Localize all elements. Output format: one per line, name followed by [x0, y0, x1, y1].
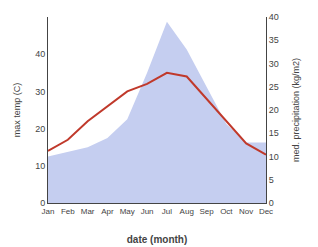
svg-text:20: 20 — [35, 124, 45, 134]
svg-text:med. precipitation (kg/m2): med. precipitation (kg/m2) — [291, 58, 301, 162]
svg-text:Apr: Apr — [101, 207, 114, 216]
svg-text:max temp (C): max temp (C) — [12, 83, 22, 138]
svg-text:25: 25 — [269, 82, 279, 92]
svg-text:10: 10 — [269, 152, 279, 162]
svg-text:Jan: Jan — [42, 207, 55, 216]
svg-text:Jun: Jun — [141, 207, 154, 216]
svg-text:5: 5 — [269, 175, 274, 185]
svg-text:Aug: Aug — [180, 207, 194, 216]
svg-text:May: May — [120, 207, 135, 216]
svg-text:Oct: Oct — [220, 207, 233, 216]
svg-text:15: 15 — [269, 128, 279, 138]
svg-text:Mar: Mar — [81, 207, 95, 216]
svg-text:10: 10 — [35, 161, 45, 171]
svg-text:35: 35 — [269, 35, 279, 45]
svg-text:Nov: Nov — [239, 207, 253, 216]
svg-text:40: 40 — [35, 49, 45, 59]
svg-text:Sep: Sep — [199, 207, 214, 216]
svg-text:Dec: Dec — [259, 207, 273, 216]
svg-text:date (month): date (month) — [127, 234, 188, 245]
svg-text:Feb: Feb — [61, 207, 75, 216]
svg-text:0: 0 — [40, 198, 45, 208]
svg-text:40: 40 — [269, 12, 279, 22]
svg-text:20: 20 — [269, 105, 279, 115]
svg-text:30: 30 — [269, 59, 279, 69]
svg-text:0: 0 — [269, 198, 274, 208]
svg-text:Jul: Jul — [162, 207, 172, 216]
svg-text:30: 30 — [35, 87, 45, 97]
